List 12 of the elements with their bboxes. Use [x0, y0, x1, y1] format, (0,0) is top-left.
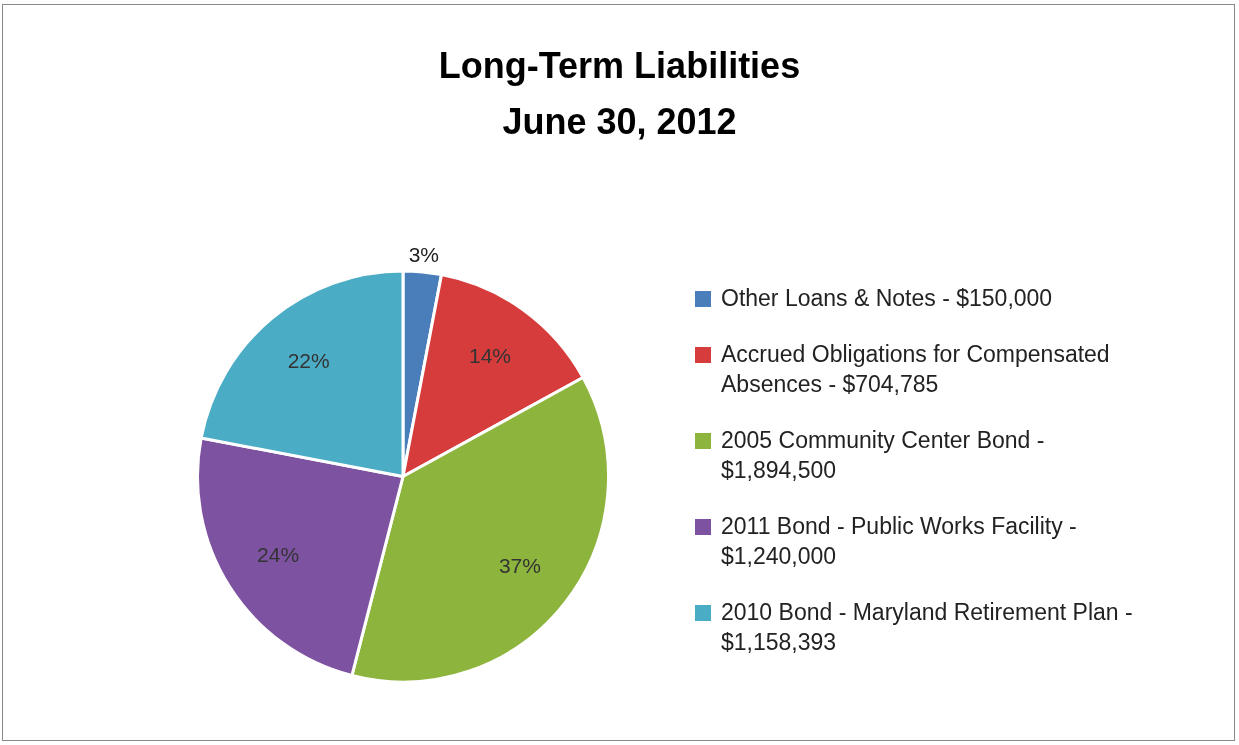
chart-title: Long-Term Liabilities: [437, 44, 802, 88]
legend-label: 2010 Bond - Maryland Retirement Plan - $1,158,393: [721, 599, 1133, 655]
legend-label: 2005 Community Center Bond - $1,894,500: [721, 427, 1045, 483]
legend-label: Other Loans & Notes - $150,000: [721, 285, 1053, 311]
data-label: 22%: [287, 349, 330, 373]
data-label: 37%: [498, 553, 541, 577]
data-label: 24%: [257, 542, 300, 566]
data-label: 14%: [468, 343, 511, 367]
legend-label: 2011 Bond - Public Works Facility - $1,240,000: [721, 513, 1077, 569]
chart-subtitle: June 30, 2012: [501, 100, 738, 144]
legend-label: Accrued Obligations for Compensated Absences - $704,785: [721, 341, 1110, 397]
data-label: 3%: [408, 242, 440, 266]
